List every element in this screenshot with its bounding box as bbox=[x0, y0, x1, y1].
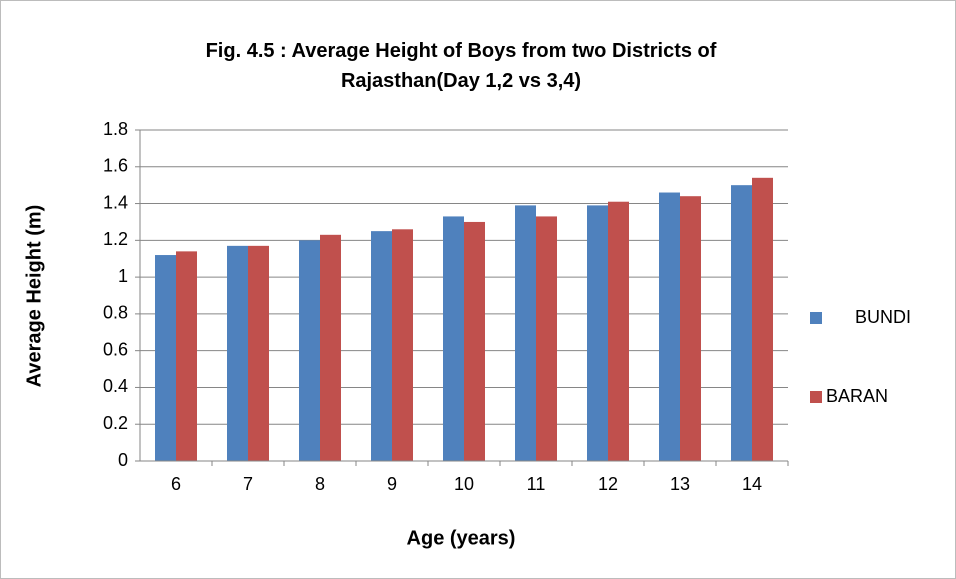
bar bbox=[248, 245, 269, 461]
bar bbox=[608, 201, 629, 461]
y-tick-label: 1.6 bbox=[103, 156, 128, 176]
y-tick-label: 1 bbox=[118, 266, 128, 286]
bar bbox=[659, 192, 680, 461]
x-axis-label: Age (years) bbox=[407, 527, 516, 549]
bar bbox=[443, 216, 464, 461]
x-tick-label: 9 bbox=[387, 474, 397, 494]
bar bbox=[752, 177, 773, 462]
legend-swatch bbox=[810, 391, 822, 403]
legend-swatch bbox=[810, 312, 822, 324]
y-tick-label: 0.2 bbox=[103, 413, 128, 433]
x-tick-label: 6 bbox=[171, 474, 181, 494]
y-tick-label: 1.8 bbox=[103, 119, 128, 139]
y-tick-label: 0.6 bbox=[103, 339, 128, 359]
y-tick-label: 1.4 bbox=[103, 192, 128, 212]
y-axis-label: Average Height (m) bbox=[23, 205, 45, 388]
bar bbox=[536, 216, 557, 461]
x-tick-label: 12 bbox=[598, 474, 618, 494]
x-tick-label: 10 bbox=[454, 474, 474, 494]
bar bbox=[731, 185, 752, 461]
x-tick-label: 13 bbox=[670, 474, 690, 494]
bar bbox=[371, 231, 392, 461]
y-tick-label: 1.2 bbox=[103, 229, 128, 249]
x-tick-label: 8 bbox=[315, 474, 325, 494]
bar bbox=[227, 245, 248, 461]
bar bbox=[464, 221, 485, 461]
chart-title: Fig. 4.5 : Average Height of Boys from t… bbox=[205, 40, 717, 92]
legend-label: BARAN bbox=[826, 386, 888, 406]
bar bbox=[320, 234, 341, 461]
bar bbox=[299, 240, 320, 461]
bar bbox=[680, 196, 701, 461]
y-tick-label: 0 bbox=[118, 450, 128, 470]
bar bbox=[392, 229, 413, 461]
bar bbox=[155, 255, 176, 461]
y-tick-label: 0.4 bbox=[103, 376, 128, 396]
x-tick-label: 7 bbox=[243, 474, 253, 494]
bar bbox=[515, 205, 536, 461]
legend-label: BUNDI bbox=[855, 307, 911, 327]
x-tick-label: 14 bbox=[742, 474, 762, 494]
bar bbox=[587, 205, 608, 461]
y-tick-label: 0.8 bbox=[103, 303, 128, 323]
x-tick-label: 11 bbox=[527, 474, 546, 494]
bar bbox=[176, 251, 197, 461]
